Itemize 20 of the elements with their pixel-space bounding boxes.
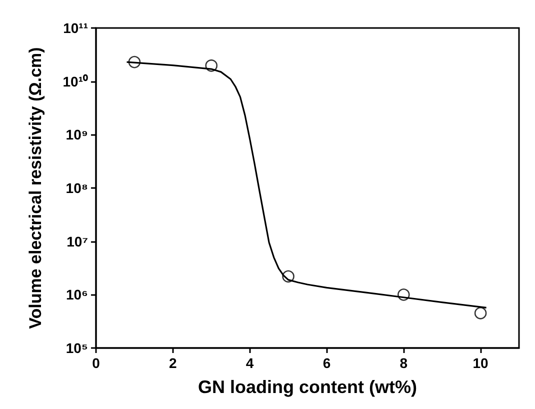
y-axis-title: Volume electrical resistivity (Ω.cm) — [26, 47, 45, 329]
x-tick-label: 6 — [322, 355, 331, 371]
x-tick-label: 8 — [400, 355, 408, 371]
y-tick-label: 10¹¹ — [63, 20, 88, 36]
y-tick-label: 10⁵ — [66, 340, 88, 356]
y-tick-label: 10⁷ — [66, 233, 88, 250]
x-tick-label: 4 — [246, 355, 254, 371]
y-tick-label: 10⁹ — [66, 126, 88, 143]
x-tick-label: 10 — [472, 355, 489, 371]
point — [282, 270, 294, 283]
point — [474, 307, 487, 320]
point — [128, 56, 141, 68]
x-tick-label: 0 — [92, 355, 100, 371]
x-axis-title: GN loading content (wt%) — [198, 377, 417, 397]
x-tick-label: 2 — [169, 355, 178, 371]
y-tick-label: 10⁶ — [66, 286, 88, 303]
point — [398, 288, 410, 301]
point — [205, 59, 218, 72]
y-tick-label: 10⁸ — [66, 180, 88, 196]
y-tick-label: 10¹⁰ — [62, 73, 88, 90]
